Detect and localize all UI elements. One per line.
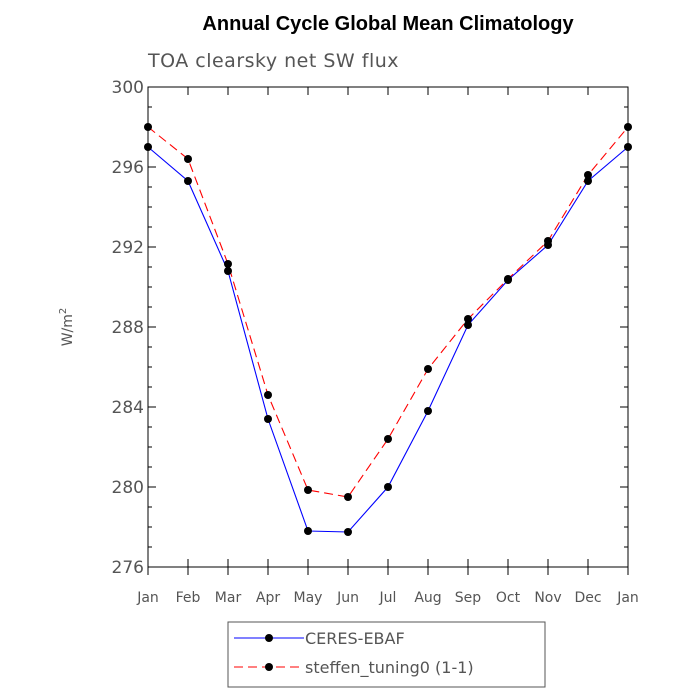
series-0-point	[464, 321, 472, 329]
y-axis-label-unit: W/m	[60, 314, 76, 346]
y-tick-label: 284	[112, 398, 144, 418]
legend-label-steffen-tuning0: steffen_tuning0 (1-1)	[305, 658, 474, 678]
series-layer	[144, 123, 632, 536]
x-tick-label: May	[294, 590, 323, 606]
series-0-point	[344, 528, 352, 536]
y-tick-label: 280	[112, 478, 144, 498]
x-tick-label: Mar	[215, 590, 242, 606]
series-1-point	[264, 391, 272, 399]
x-axis: Jan Feb Mar Apr May Jun Jul Aug Sep Oct Nov Dec Jan	[136, 87, 639, 606]
series-1-point	[144, 123, 152, 131]
series-1-point	[224, 260, 232, 268]
series-1-point	[384, 435, 392, 443]
y-axis: 276 280 284 288 292 296 300	[112, 78, 628, 578]
chart-title: Annual Cycle Global Mean Climatology	[202, 13, 574, 35]
series-1-point	[464, 315, 472, 323]
legend-marker-steffen-tuning0	[265, 663, 273, 671]
x-tick-label: Aug	[414, 590, 441, 606]
x-tick-label: Apr	[256, 590, 280, 606]
y-tick-label: 292	[112, 238, 144, 258]
y-axis-label: W/m2	[58, 308, 76, 347]
x-tick-label: Jan	[616, 590, 639, 606]
y-tick-label: 296	[112, 158, 144, 178]
series-0-point	[144, 143, 152, 151]
x-tick-label: Dec	[574, 590, 601, 606]
chart-subtitle: TOA clearsky net SW flux	[147, 50, 399, 72]
series-1-point	[504, 275, 512, 283]
series-line-0	[147, 146, 629, 533]
series-0-point	[264, 415, 272, 423]
y-tick-label: 300	[112, 78, 144, 98]
series-1-point	[304, 486, 312, 494]
series-0-point	[624, 143, 632, 151]
series-1-point	[544, 237, 552, 245]
y-tick-label: 276	[112, 558, 144, 578]
series-0-point	[184, 177, 192, 185]
x-tick-label: Feb	[176, 590, 201, 606]
series-0-point	[224, 267, 232, 275]
series-0-point	[424, 407, 432, 415]
legend-label-ceres-ebaf: CERES-EBAF	[305, 629, 405, 648]
series-1-point	[424, 365, 432, 373]
legend: CERES-EBAF steffen_tuning0 (1-1)	[227, 621, 546, 688]
x-tick-label: Oct	[496, 590, 521, 606]
series-1-point	[584, 171, 592, 179]
x-tick-label: Jan	[136, 590, 159, 606]
series-0-point	[304, 527, 312, 535]
series-0-point	[584, 177, 592, 185]
y-tick-label: 288	[112, 318, 144, 338]
series-1-point	[624, 123, 632, 131]
legend-marker-ceres-ebaf	[265, 634, 273, 642]
legend-box	[227, 621, 546, 688]
x-tick-label: Nov	[534, 590, 561, 606]
x-tick-label: Jul	[379, 590, 397, 606]
x-tick-label: Sep	[455, 590, 482, 606]
y-axis-label-superscript: 2	[58, 308, 69, 314]
series-1-point	[184, 155, 192, 163]
series-1-point	[344, 493, 352, 501]
plot-frame	[147, 86, 629, 568]
series-0-point	[384, 483, 392, 491]
x-tick-label: Jun	[336, 590, 359, 606]
